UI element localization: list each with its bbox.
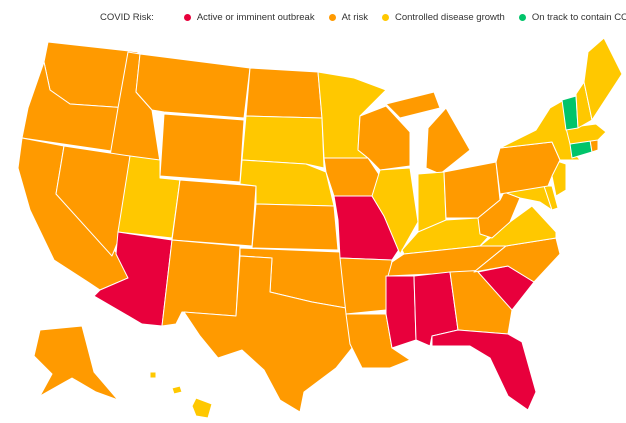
state-WI[interactable] — [357, 105, 411, 171]
legend: COVID Risk: Active or imminent outbreak … — [100, 8, 626, 26]
state-DE[interactable] — [543, 185, 559, 211]
state-AR[interactable] — [339, 257, 393, 315]
legend-dot-controlled — [381, 13, 389, 21]
legend-label-outbreak: Active or imminent outbreak — [196, 11, 315, 23]
state-MT[interactable] — [135, 53, 251, 119]
state-HI[interactable] — [149, 371, 213, 419]
state-AK[interactable] — [33, 325, 119, 401]
state-SD[interactable] — [241, 115, 325, 169]
legend-label-controlled: Controlled disease growth — [394, 11, 505, 23]
state-RI[interactable] — [589, 139, 599, 153]
state-MS[interactable] — [385, 275, 417, 349]
state-CO[interactable] — [171, 179, 257, 247]
state-FL[interactable] — [431, 329, 537, 411]
legend-title: COVID Risk: — [100, 11, 154, 23]
state-ND[interactable] — [245, 67, 323, 119]
legend-dot-risk — [328, 13, 336, 21]
state-NM[interactable] — [161, 239, 241, 327]
legend-item-controlled: Controlled disease growth — [381, 11, 505, 23]
state-ME[interactable] — [583, 37, 623, 121]
legend-item-risk: At risk — [328, 11, 368, 23]
state-WY[interactable] — [159, 113, 245, 183]
state-MI[interactable] — [385, 91, 471, 175]
legend-label-contain: On track to contain COVID — [531, 11, 626, 23]
state-IA[interactable] — [323, 157, 381, 197]
state-NV[interactable] — [55, 145, 131, 257]
legend-item-contain: On track to contain COVID — [518, 11, 626, 23]
state-IL[interactable] — [371, 167, 419, 255]
legend-label-risk: At risk — [341, 11, 368, 23]
state-TX[interactable] — [183, 255, 353, 413]
legend-item-outbreak: Active or imminent outbreak — [183, 11, 315, 23]
legend-dot-contain — [518, 13, 526, 21]
legend-dot-outbreak — [183, 13, 191, 21]
state-WV[interactable] — [477, 191, 521, 239]
state-KS[interactable] — [251, 203, 339, 251]
state-MA[interactable] — [565, 123, 607, 145]
